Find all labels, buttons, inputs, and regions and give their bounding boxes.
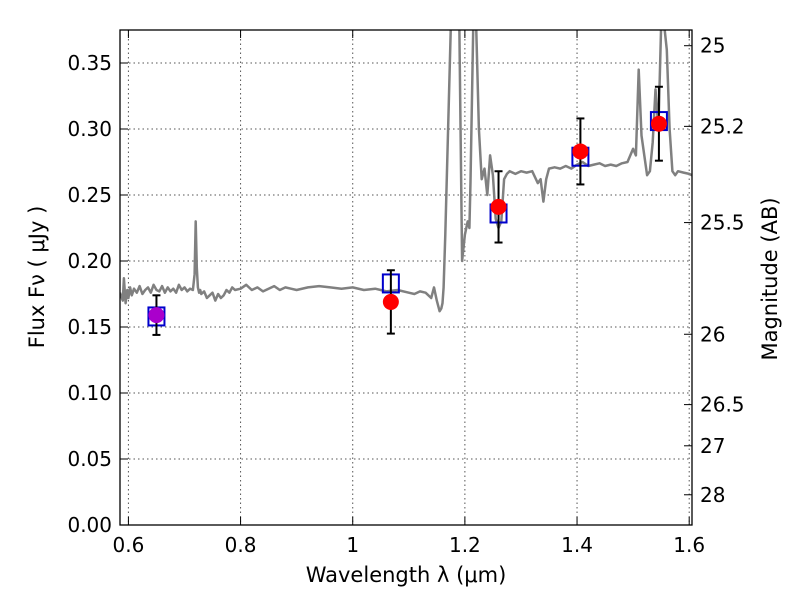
y-tick-label: 0.20 bbox=[67, 249, 112, 273]
y-tick-label: 0.35 bbox=[67, 51, 112, 75]
mag-tick-label: 25.2 bbox=[700, 114, 745, 138]
y-tick-label: 0.00 bbox=[67, 513, 112, 537]
mag-tick-label: 26 bbox=[700, 322, 725, 346]
plot-area bbox=[120, 30, 692, 336]
observed-flux-point bbox=[490, 198, 507, 215]
spectrum-line bbox=[120, 30, 692, 313]
y-tick-label: 0.05 bbox=[67, 447, 112, 471]
y-tick-label: 0.25 bbox=[67, 183, 112, 207]
observed-flux-point bbox=[148, 307, 165, 324]
y-tick-label: 0.30 bbox=[67, 117, 112, 141]
axes-frame bbox=[119, 29, 693, 526]
y-tick-label: 0.10 bbox=[67, 381, 112, 405]
x-tick-label: 0.6 bbox=[113, 533, 145, 557]
mag-tick-label: 27 bbox=[700, 434, 725, 458]
grid-lines bbox=[120, 30, 692, 525]
x-tick-label: 0.8 bbox=[225, 533, 257, 557]
y-tick-label: 0.15 bbox=[67, 315, 112, 339]
x-tick-label: 1 bbox=[346, 533, 359, 557]
observed-flux-point bbox=[572, 143, 589, 160]
y-axis-label: Flux Fν ( μJy ) bbox=[25, 206, 49, 349]
y2-axis-label: Magnitude (AB) bbox=[758, 197, 782, 360]
mag-tick-label: 26.5 bbox=[700, 393, 745, 417]
x-tick-label: 1.2 bbox=[449, 533, 481, 557]
x-tick-label: 1.4 bbox=[561, 533, 593, 557]
mag-tick-label: 25 bbox=[700, 34, 725, 58]
axis-ticks: 0.6 0.8 1 1.2 1.4 1.6 0.00 0.05 0.10 0.15 0.20 0.25… bbox=[67, 30, 745, 557]
mag-tick-label: 28 bbox=[700, 483, 725, 507]
observed-flux-point bbox=[650, 115, 667, 132]
mag-tick-label: 25.5 bbox=[700, 211, 745, 235]
x-tick-label: 1.6 bbox=[673, 533, 705, 557]
x-axis-label: Wavelength λ (μm) bbox=[306, 563, 507, 587]
observed-flux-point bbox=[382, 293, 399, 310]
